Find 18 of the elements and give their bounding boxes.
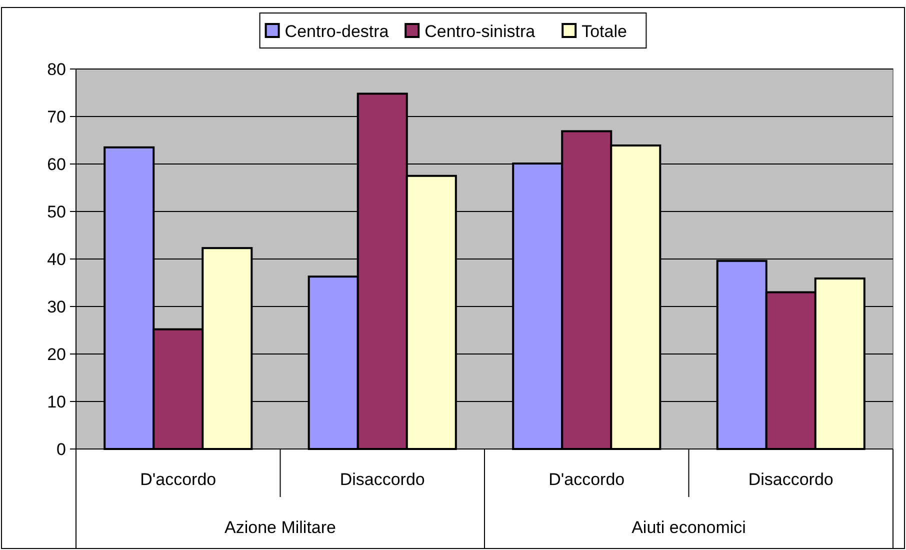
y-tick-label: 10 <box>47 392 66 412</box>
x-tick-label: Disaccordo <box>748 470 834 489</box>
y-tick-label: 40 <box>47 250 66 269</box>
legend-label: Totale <box>582 22 627 41</box>
legend-label: Centro-destra <box>284 22 390 41</box>
y-tick-label: 80 <box>47 60 66 79</box>
y-tick-label: 60 <box>47 154 66 174</box>
text: Azione Militare <box>224 518 336 537</box>
text: Aiuti economici <box>632 518 746 537</box>
legend-label: Centro-sinistra <box>424 22 536 41</box>
y-tick-label: 20 <box>47 344 66 364</box>
y-tick-label: 30 <box>47 297 66 316</box>
x-tick-label: D'accordo <box>548 470 625 489</box>
x-tick-label: D'accordo <box>140 470 216 489</box>
y-tick-label: 70 <box>47 107 66 126</box>
y-tick-label: 50 <box>47 202 66 222</box>
y-tick-label: 0 <box>56 440 66 459</box>
x-tick-label: Disaccordo <box>340 470 425 489</box>
